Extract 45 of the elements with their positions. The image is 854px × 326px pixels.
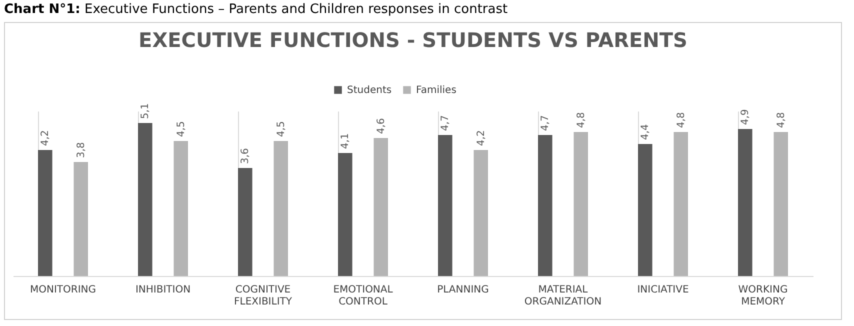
bar xyxy=(338,153,352,276)
legend-label: Families xyxy=(416,85,456,96)
data-label: 3,8 xyxy=(76,142,87,158)
x-tick-label: PLANNING xyxy=(437,284,489,296)
bar xyxy=(474,150,488,276)
bar xyxy=(274,141,288,276)
data-label: 4,8 xyxy=(576,112,587,128)
data-label: 5,1 xyxy=(140,103,152,119)
bar xyxy=(374,138,388,276)
bar xyxy=(38,150,52,276)
text: Executive Functions – Parents and Children responses in contrast xyxy=(83,2,508,17)
x-tick-label: WORKING MEMORY xyxy=(738,284,788,308)
bar xyxy=(638,144,652,276)
data-label: 4,2 xyxy=(40,130,52,146)
x-tick-label: INICIATIVE xyxy=(637,284,689,296)
legend-label: Students xyxy=(347,85,392,96)
x-tick-label: INHIBITION xyxy=(135,284,191,296)
data-label: 4,7 xyxy=(540,115,552,131)
data-label: 3,6 xyxy=(240,148,252,164)
data-label: 4,2 xyxy=(476,130,487,146)
chart-title: EXECUTIVE FUNCTIONS - STUDENTS VS PARENTS xyxy=(138,28,688,52)
data-label: 4,4 xyxy=(640,124,652,140)
bar xyxy=(774,132,788,276)
data-label: 4,8 xyxy=(676,112,687,128)
bar xyxy=(438,135,452,276)
data-label: 4,5 xyxy=(276,121,287,137)
bar xyxy=(574,132,588,276)
bar xyxy=(74,162,88,276)
bar xyxy=(138,123,152,276)
bar xyxy=(674,132,688,276)
bar xyxy=(174,141,188,276)
bar xyxy=(238,168,252,276)
data-label: 4,8 xyxy=(776,112,787,128)
data-label: 4,5 xyxy=(176,121,187,137)
x-tick-label: MATERIAL ORGANIZATION xyxy=(524,284,602,308)
data-label: 4,6 xyxy=(376,118,387,134)
bar xyxy=(738,129,752,276)
data-label: 4,1 xyxy=(340,133,352,149)
text: Chart N°1: xyxy=(4,2,80,17)
data-label: 4,7 xyxy=(440,115,452,131)
data-label: 4,9 xyxy=(740,109,752,125)
bar xyxy=(538,135,552,276)
x-tick-label: COGNITIVE FLEXIBILITY xyxy=(234,284,293,308)
x-tick-label: EMOTIONAL CONTROL xyxy=(333,284,394,308)
x-tick-label: MONITORING xyxy=(30,284,96,296)
